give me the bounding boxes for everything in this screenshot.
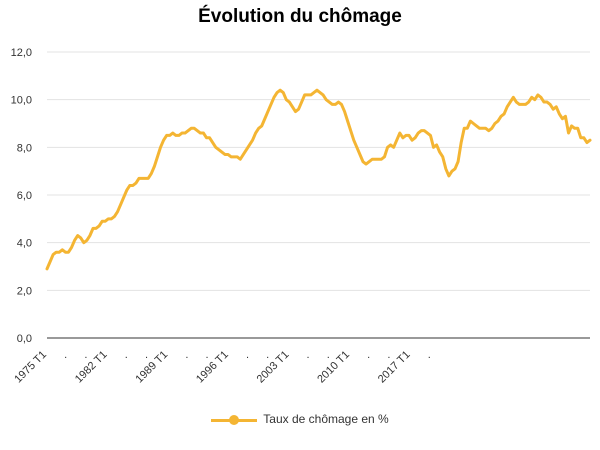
y-tick-label: 12,0 [11, 47, 32, 59]
x-tick-label: 1996 T1 [194, 349, 231, 386]
x-tick-label: 1982 T1 [73, 349, 110, 386]
x-tick-label: 2003 T1 [255, 349, 292, 386]
x-tick-label: 1989 T1 [133, 349, 170, 386]
x-tick-label: 2017 T1 [376, 349, 413, 386]
legend: Taux de chômage en % [0, 412, 600, 426]
y-tick-label: 4,0 [17, 238, 32, 250]
x-tick-label: . [84, 349, 87, 361]
x-tick-label: . [64, 349, 67, 361]
series-line-0 [45, 88, 592, 271]
series-layer [45, 88, 592, 271]
y-tick-label: 2,0 [17, 285, 32, 297]
x-axis-ticks: 1975 T1. .1982 T1. .1989 T1. .1996 T1. .2003… [12, 349, 431, 386]
x-tick-label: . [307, 349, 310, 361]
y-axis-ticks: 0,0 2,0 4,0 6,0 8,0 10,0 12,0 [11, 47, 32, 345]
x-tick-label: . [327, 349, 330, 361]
x-tick-label: 2010 T1 [315, 349, 352, 386]
x-tick-label: . [266, 349, 269, 361]
y-tick-label: 10,0 [11, 95, 32, 107]
legend-swatch-icon [211, 414, 258, 425]
x-tick-label: . [367, 349, 370, 361]
x-tick-label: . [145, 349, 148, 361]
y-tick-label: 6,0 [17, 190, 32, 202]
x-tick-label: . [428, 349, 431, 361]
chart-title: Évolution du chômage [198, 6, 402, 27]
x-tick-label: . [246, 349, 249, 361]
gridlines [47, 51, 590, 291]
x-tick-label: 1975 T1 [12, 349, 49, 386]
y-tick-label: 0,0 [17, 333, 32, 345]
x-tick-label: . [206, 349, 209, 361]
x-tick-label: . [185, 349, 188, 361]
x-tick-label: . [387, 349, 390, 361]
y-tick-label: 8,0 [17, 142, 32, 154]
x-tick-label: . [125, 349, 128, 361]
legend-label: Taux de chômage en % [263, 412, 389, 426]
